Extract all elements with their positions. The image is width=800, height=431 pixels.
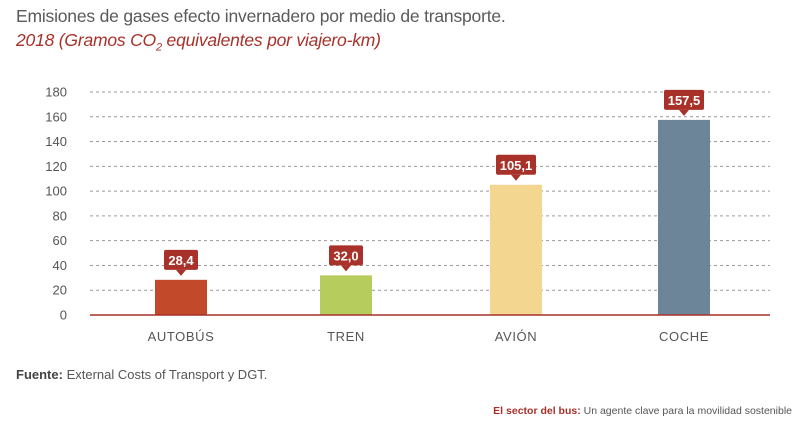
value-label: 32,0 [333,248,358,263]
subtitle-pre: 2018 (Gramos CO [16,30,156,50]
chart-title: Emisiones de gases efecto invernadero po… [16,6,506,26]
source-text: External Costs of Transport y DGT. [62,367,268,382]
value-label: 157,5 [668,93,701,108]
bar [155,279,207,315]
value-label-box [664,89,704,110]
bar [490,184,542,315]
y-tick-label: 100 [45,184,67,199]
footer-note: El sector del bus: Un agente clave para … [493,405,792,417]
value-label-box [496,154,536,175]
value-label: 105,1 [500,158,533,173]
source-note: Fuente: External Costs of Transport y DG… [16,367,267,382]
y-tick-label: 20 [53,283,67,298]
subtitle-subscript: 2 [155,41,162,54]
category-label: AVIÓN [495,329,538,344]
y-tick-label: 80 [53,208,67,223]
category-label: COCHE [659,329,709,344]
subtitle-post: equivalentes por viajero-km) [161,30,381,50]
category-label: TREN [327,329,365,344]
y-tick-label: 180 [45,85,67,100]
y-tick-label: 120 [45,159,67,174]
y-tick-label: 40 [53,258,67,273]
category-label: AUTOBÚS [148,329,215,344]
value-label-pointer [511,174,521,181]
bar [658,119,710,315]
value-label: 28,4 [168,253,194,268]
footer-text: Un agente clave para la movilidad sosten… [580,405,792,417]
value-label-box [329,245,363,266]
bar-chart: 0 20 40 60 80 100 120 140 160 180 28,4 AUTOBÚS 32,0 T… [45,85,770,344]
chart-subtitle: 2018 (Gramos CO2 equivalentes por viajer… [16,30,381,54]
y-tick-label: 0 [60,308,67,323]
bar [320,275,372,315]
y-tick-label: 140 [45,134,67,149]
footer-label: El sector del bus: [493,405,581,417]
value-label-pointer [176,269,186,276]
y-tick-label: 60 [53,233,67,248]
source-label: Fuente: [16,367,63,382]
value-label-pointer [679,109,689,116]
value-label-pointer [341,265,351,272]
y-tick-label: 160 [45,109,67,124]
value-label-box [164,249,198,270]
